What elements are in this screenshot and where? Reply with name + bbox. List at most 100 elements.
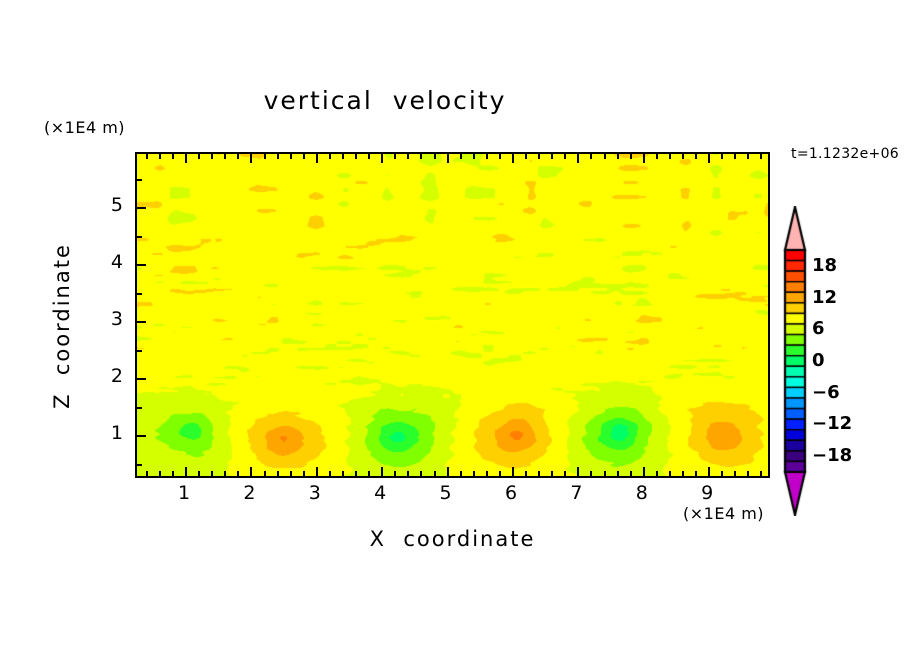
y-tick-label: 4 [110,251,123,274]
y-tick [137,378,146,381]
page-title: vertical velocity [263,86,507,115]
y-tick [137,406,142,409]
x-axis-title: X coordinate [369,527,536,551]
x-tick-top [407,154,410,159]
x-tick-bottom [538,471,541,476]
x-tick-bottom [407,471,410,476]
x-tick-top [381,154,384,163]
x-tick-top [263,154,266,159]
x-tick-label: 8 [635,482,648,504]
x-tick-bottom [577,467,580,476]
x-tick-top [472,154,475,159]
y-tick [137,207,146,210]
x-tick-bottom [237,471,240,476]
x-tick-top [250,154,253,163]
x-tick-bottom [355,471,358,476]
x-tick-bottom [472,471,475,476]
x-tick-label: 3 [308,482,321,504]
y-tick-label: 3 [110,308,123,331]
colorbar-tick-label: 12 [812,286,838,308]
x-tick-bottom [747,471,750,476]
y-tick-label: 1 [110,422,123,445]
x-tick-top [237,154,240,159]
x-tick-top [224,154,227,159]
x-tick-top [498,154,501,159]
x-tick-top [420,154,423,159]
x-tick-top [603,154,606,159]
colorbar-tick-label: 0 [812,350,825,371]
y-tick [137,264,146,267]
x-tick-bottom [171,471,174,476]
x-tick-top [185,154,188,163]
x-tick-bottom [420,471,423,476]
x-tick-top [302,154,305,159]
x-tick-bottom [668,471,671,476]
x-tick-top [590,154,593,159]
z-axis-unit-label: (×1E4 m) [44,118,126,137]
x-tick-top [747,154,750,159]
x-tick-bottom [185,467,188,476]
y-tick-label: 2 [110,365,123,388]
x-tick-bottom [289,471,292,476]
x-tick-bottom [381,467,384,476]
x-tick-top [551,154,554,159]
x-tick-bottom [498,471,501,476]
x-tick-bottom [394,471,397,476]
x-tick-bottom [158,471,161,476]
x-tick-top [171,154,174,159]
y-axis-title: Z coordinate [50,243,74,409]
x-tick-bottom [368,471,371,476]
x-tick-bottom [145,471,148,476]
x-tick-bottom [629,471,632,476]
colorbar: 18 12 6 0 −6 −12 −18 [782,206,902,516]
x-tick-top [459,154,462,159]
x-tick-top [315,154,318,163]
x-tick-label: 7 [570,482,583,504]
x-tick-top [485,154,488,159]
x-tick-bottom [681,471,684,476]
x-tick-bottom [642,467,645,476]
x-tick-top [721,154,724,159]
x-tick-top [695,154,698,159]
x-tick-top [328,154,331,159]
x-tick-top [341,154,344,159]
x-tick-bottom [302,471,305,476]
x-tick-bottom [708,467,711,476]
x-tick-top [394,154,397,159]
x-tick-top [446,154,449,163]
x-tick-bottom [760,471,763,476]
x-tick-bottom [198,471,201,476]
colorbar-tick-label: −18 [812,445,853,467]
x-tick-bottom [328,471,331,476]
x-tick-top [734,154,737,159]
x-tick-bottom [603,471,606,476]
x-tick-top [198,154,201,159]
y-tick [137,321,146,324]
x-tick-top [525,154,528,159]
x-tick-top [145,154,148,159]
x-tick-bottom [511,467,514,476]
x-tick-top [564,154,567,159]
time-annotation: t=1.1232e+06 [791,146,899,162]
x-tick-bottom [695,471,698,476]
x-tick-label: 6 [504,482,518,504]
x-tick-top [511,154,514,163]
x-tick-top [211,154,214,159]
x-tick-label: 2 [243,482,256,504]
x-tick-bottom [564,471,567,476]
x-tick-top [616,154,619,159]
x-tick-bottom [721,471,724,476]
colorbar-tick-label: 18 [812,254,838,276]
x-tick-bottom [433,471,436,476]
x-tick-top [760,154,763,159]
x-tick-bottom [459,471,462,476]
x-tick-bottom [551,471,554,476]
x-tick-bottom [590,471,593,476]
x-tick-top [577,154,580,163]
colorbar-tick-label: −6 [812,381,840,403]
x-tick-top [708,154,711,163]
x-tick-top [629,154,632,159]
velocity-field-heatmap [137,154,768,476]
x-tick-bottom [734,471,737,476]
